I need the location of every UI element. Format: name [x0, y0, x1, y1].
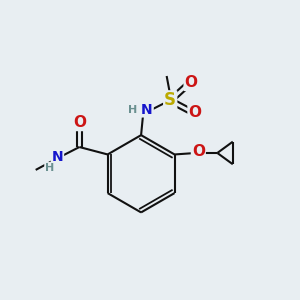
Text: O: O [188, 105, 201, 120]
Text: N: N [141, 103, 153, 117]
Text: H: H [128, 105, 137, 115]
Text: H: H [45, 163, 54, 173]
Text: O: O [73, 115, 86, 130]
Text: O: O [192, 144, 205, 159]
Text: S: S [164, 92, 176, 110]
Text: O: O [184, 75, 197, 90]
Text: N: N [52, 149, 63, 164]
